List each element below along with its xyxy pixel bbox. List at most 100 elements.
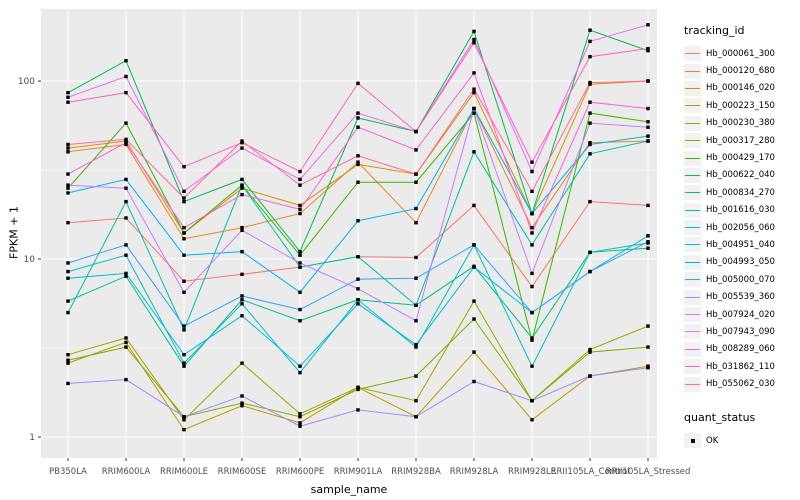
data-point <box>66 100 70 104</box>
data-point <box>414 345 418 349</box>
legend-item-label: Hb_000146_020 <box>706 83 775 94</box>
data-point <box>414 129 418 134</box>
data-point <box>182 415 186 419</box>
data-point <box>182 324 186 328</box>
legend-item-Hb_004993_050: Hb_004993_050 <box>684 254 800 271</box>
legend-item-label: Hb_005000_070 <box>706 274 775 285</box>
data-point <box>530 243 534 247</box>
data-point <box>298 370 302 375</box>
data-point <box>414 415 418 419</box>
legend-line-swatch <box>685 279 700 281</box>
data-point <box>66 381 70 386</box>
data-point <box>588 54 592 59</box>
data-point <box>646 139 650 143</box>
data-point <box>182 361 186 365</box>
legend: tracking_id Hb_000061_300 Hb_000120_680 Hb… <box>684 24 800 449</box>
legend-item-Hb_000146_020: Hb_000146_020 <box>684 80 800 97</box>
data-point <box>646 366 650 370</box>
x-tick-label: PB350LA <box>49 467 87 477</box>
data-point <box>240 183 244 187</box>
legend-item-quant-OK: OK <box>684 432 800 449</box>
data-point <box>472 150 476 154</box>
legend-item-label: Hb_000317_280 <box>706 135 775 146</box>
data-point <box>298 307 302 312</box>
data-point <box>646 106 650 111</box>
data-point <box>298 415 302 419</box>
data-point <box>646 246 650 250</box>
data-point <box>472 203 476 208</box>
data-point <box>356 302 360 306</box>
data-point <box>472 41 476 45</box>
data-point <box>588 374 592 378</box>
data-point <box>66 146 70 150</box>
data-point <box>66 220 70 225</box>
data-point <box>298 169 302 174</box>
x-axis-title: sample_name <box>310 483 388 496</box>
data-point <box>182 290 186 295</box>
y-axis-title: FPKM + 1 <box>7 206 21 259</box>
legend-item-label: Hb_001616_030 <box>706 205 775 216</box>
data-point <box>66 172 70 176</box>
data-point <box>240 139 244 143</box>
data-point <box>66 183 70 187</box>
data-point <box>472 29 476 34</box>
data-point <box>646 324 650 328</box>
data-point <box>414 206 418 211</box>
data-point <box>472 350 476 354</box>
legend-item-Hb_005000_070: Hb_005000_070 <box>684 271 800 288</box>
x-tick-label: RRIM928LA <box>450 467 499 477</box>
legend-line-swatch <box>685 174 700 176</box>
legend-key-line-icon <box>684 63 701 79</box>
legend-key-line-icon <box>684 272 701 288</box>
data-point <box>588 350 592 354</box>
data-point <box>356 154 360 158</box>
data-point <box>472 379 476 384</box>
legend-key-line-icon <box>684 376 701 392</box>
y-tick-label: 10 <box>24 255 36 265</box>
data-point <box>66 261 70 265</box>
x-tick-label: RRIM600LA <box>102 467 151 477</box>
legend-item-label: Hb_007924_020 <box>706 309 775 320</box>
data-point <box>182 352 186 357</box>
data-point <box>414 220 418 225</box>
data-point <box>356 180 360 184</box>
data-point <box>472 317 476 321</box>
legend-key-line-icon <box>684 115 701 131</box>
data-point <box>414 172 418 176</box>
data-point <box>356 219 360 223</box>
data-point <box>240 302 244 306</box>
data-point <box>414 398 418 403</box>
data-point <box>588 141 592 145</box>
legend-item-Hb_005539_360: Hb_005539_360 <box>684 288 800 305</box>
legend-item-label: Hb_004993_050 <box>706 257 775 268</box>
data-point <box>298 421 302 425</box>
legend-line-swatch <box>685 53 700 55</box>
data-point <box>124 274 128 278</box>
data-point <box>66 358 70 362</box>
legend-item-Hb_055062_030: Hb_055062_030 <box>684 375 800 392</box>
data-point <box>240 394 244 398</box>
data-point <box>530 336 534 340</box>
legend-line-swatch <box>685 209 700 211</box>
x-tick-label: RRIM928BA <box>391 467 441 477</box>
data-point <box>588 269 592 274</box>
data-point <box>124 59 128 63</box>
legend-line-swatch <box>685 366 700 368</box>
legend-line-swatch <box>685 140 700 142</box>
legend-item-Hb_000429_170: Hb_000429_170 <box>684 149 800 166</box>
data-point <box>124 271 128 276</box>
legend-line-swatch <box>685 122 700 124</box>
data-point <box>124 216 128 220</box>
legend-tracking-items: Hb_000061_300 Hb_000120_680 Hb_000146_020 H… <box>684 45 800 393</box>
data-point <box>66 142 70 147</box>
data-point <box>530 225 534 230</box>
x-tick-label: RRIM928LE <box>508 467 556 477</box>
data-point <box>588 250 592 255</box>
data-point <box>240 228 244 232</box>
data-point <box>182 189 186 194</box>
legend-line-swatch <box>685 244 700 246</box>
legend-item-Hb_007924_020: Hb_007924_020 <box>684 306 800 323</box>
data-point <box>66 90 70 95</box>
data-point <box>240 192 244 197</box>
